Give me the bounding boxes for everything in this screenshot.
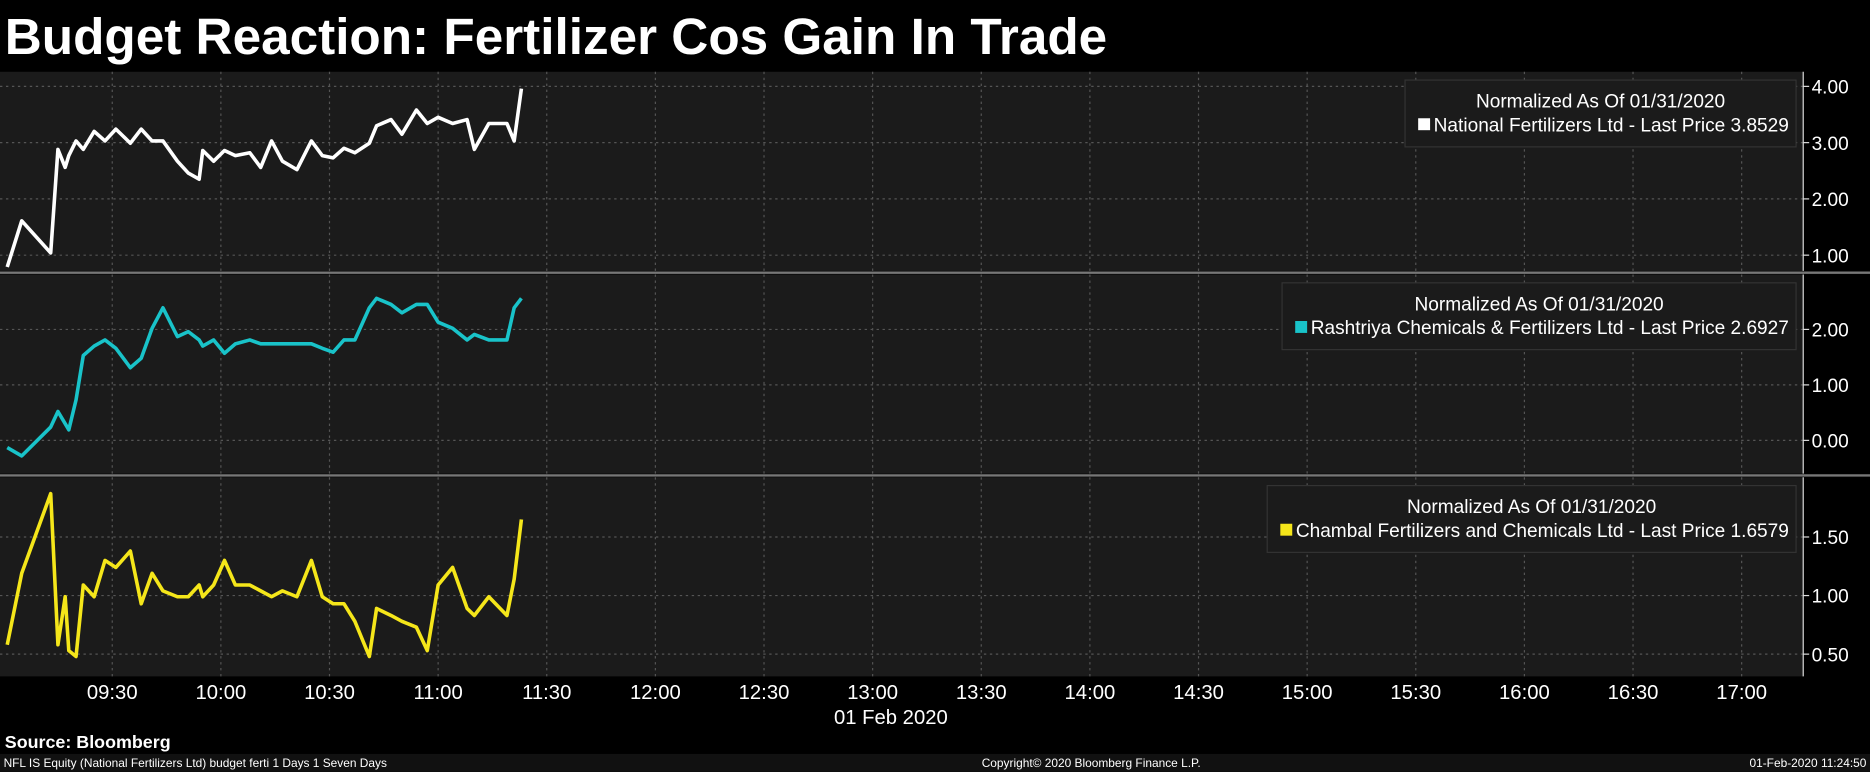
y-tick-label: 2.00 [1812, 190, 1849, 211]
legend-swatch [1280, 523, 1293, 536]
x-tick-label: 16:00 [1499, 682, 1550, 704]
x-tick-label: 14:30 [1173, 682, 1224, 704]
x-tick-label: 13:30 [956, 682, 1007, 704]
footer-bar [0, 753, 1870, 772]
x-tick-label: 16:30 [1608, 682, 1659, 704]
y-tick-label: 0.50 [1812, 645, 1849, 666]
legend-entry: Chambal Fertilizers and Chemicals Ltd - … [1296, 521, 1789, 542]
chart-title: Budget Reaction: Fertilizer Cos Gain In … [5, 8, 1107, 65]
x-tick-label: 11:00 [414, 682, 463, 704]
series-line [5, 88, 524, 268]
x-tick-label: 12:30 [739, 682, 790, 704]
x-tick-label: 12:00 [630, 682, 681, 704]
x-tick-label: 09:30 [87, 682, 138, 704]
legend-entry: National Fertilizers Ltd - Last Price 3.… [1434, 115, 1789, 136]
legend-swatch [1295, 321, 1308, 333]
x-tick-label: 15:30 [1390, 682, 1441, 704]
y-tick-label: 1.00 [1812, 587, 1849, 608]
y-tick-label: 0.00 [1812, 432, 1849, 453]
x-tick-label: 13:00 [847, 682, 898, 704]
series-line [5, 491, 524, 659]
y-tick-label: 3.00 [1812, 134, 1849, 155]
legend: Normalized As Of 01/31/2020 Chambal Ferti… [1266, 484, 1797, 553]
source: Source: Bloomberg [5, 732, 171, 752]
x-axis-label: 01 Feb 2020 [834, 707, 948, 729]
x-tick-label: 14:00 [1065, 682, 1116, 704]
series-line [6, 296, 523, 458]
legend: Normalized As Of 01/31/2020 Rashtriya Che… [1281, 282, 1797, 351]
x-tick-label: 11:30 [522, 682, 571, 704]
legend-box [1266, 484, 1797, 553]
footer-timestamp: 01-Feb-2020 11:24:50 [1749, 756, 1866, 770]
x-tick-label: 10:30 [304, 682, 355, 704]
legend-subtitle: Normalized As Of 01/31/2020 [1476, 92, 1725, 113]
y-tick-label: 1.00 [1812, 376, 1849, 397]
x-tick-label: 15:00 [1282, 682, 1333, 704]
x-tick-label: 17:00 [1716, 682, 1767, 704]
legend-entry: Rashtriya Chemicals & Fertilizers Ltd - … [1311, 318, 1789, 339]
y-tick-label: 1.00 [1812, 246, 1849, 267]
legend-box [1404, 79, 1797, 148]
legend-subtitle: Normalized As Of 01/31/2020 [1407, 497, 1656, 518]
footer-query: NFL IS Equity (National Fertilizers Ltd)… [4, 756, 387, 770]
legend-subtitle: Normalized As Of 01/31/2020 [1414, 294, 1663, 315]
legend-box [1281, 282, 1797, 351]
y-tick-label: 2.00 [1812, 321, 1849, 342]
legend-swatch [1418, 118, 1431, 131]
y-tick-label: 4.00 [1812, 78, 1849, 99]
y-tick-label: 1.50 [1812, 528, 1849, 549]
x-tick-label: 10:00 [196, 682, 247, 704]
footer-copyright: Copyright© 2020 Bloomberg Finance L.P. [982, 756, 1201, 770]
